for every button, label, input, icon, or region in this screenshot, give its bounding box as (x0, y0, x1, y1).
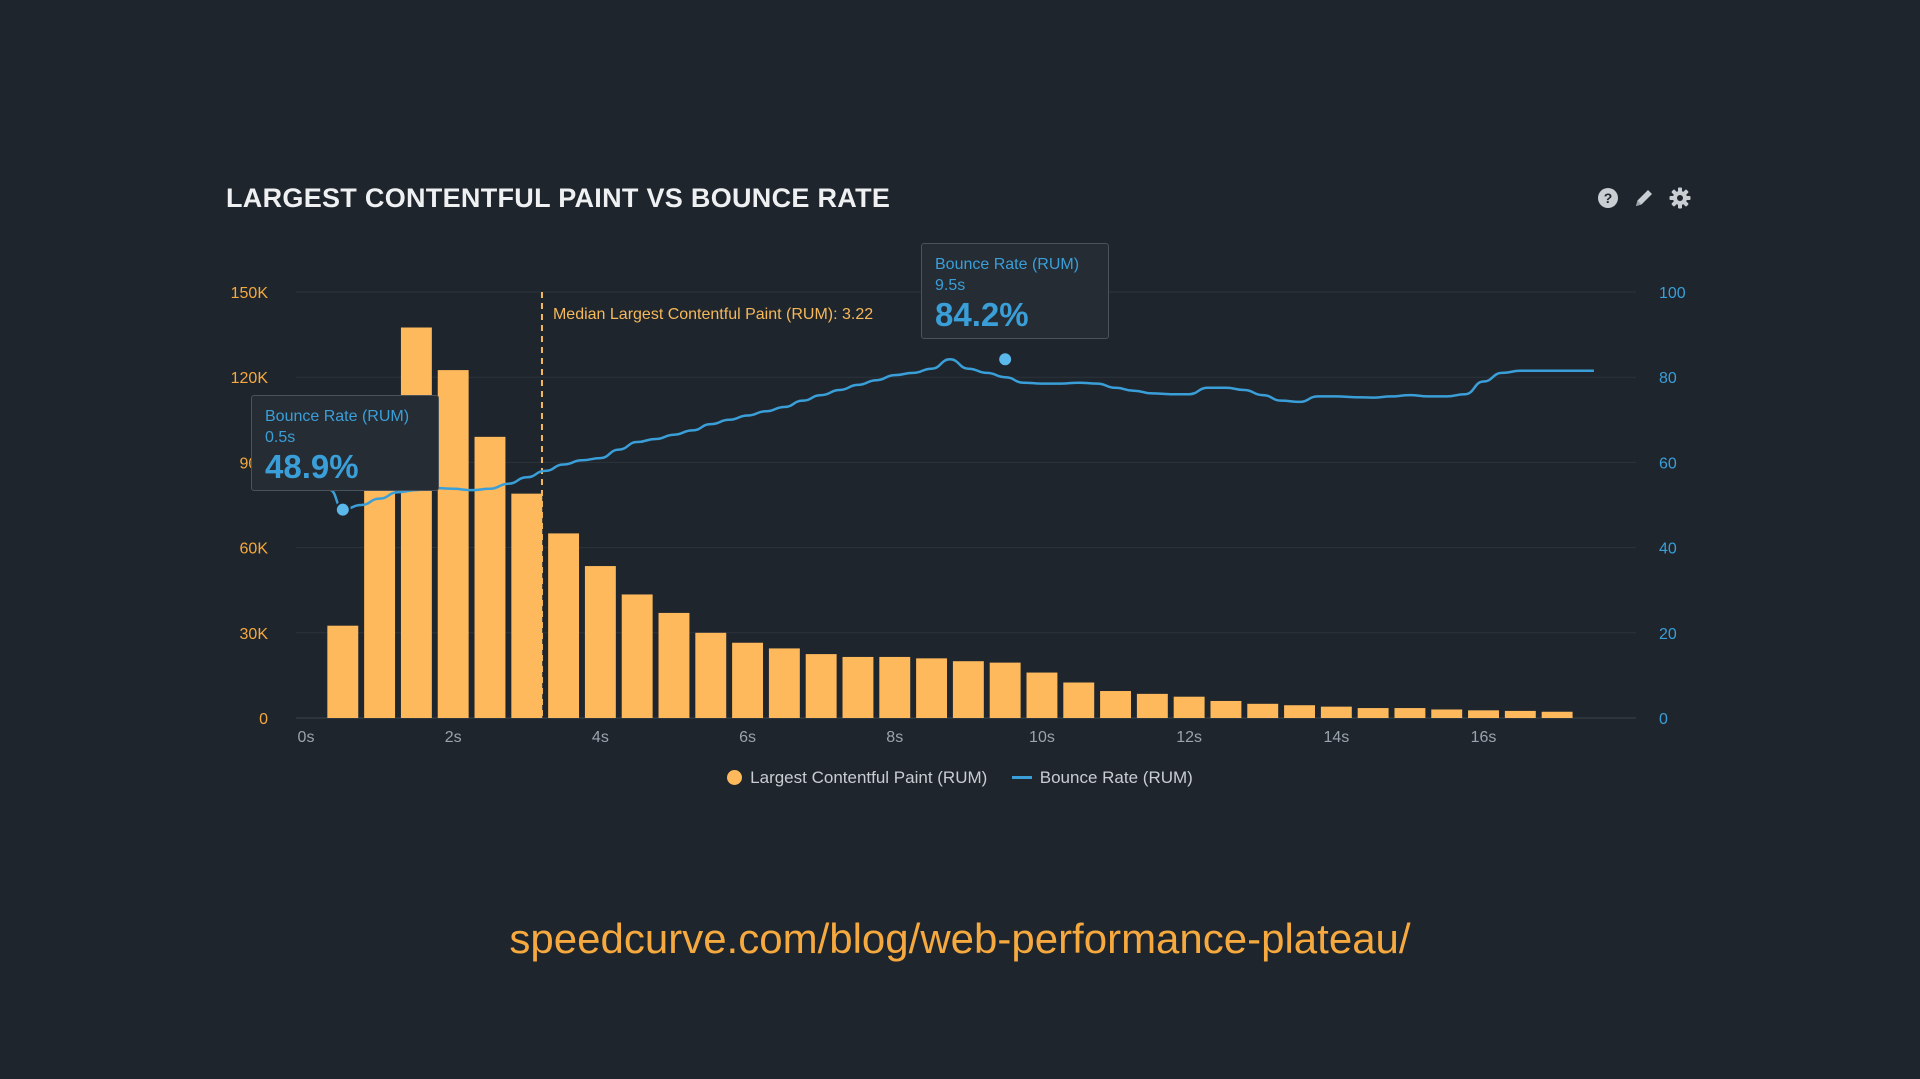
bar (768, 648, 800, 718)
legend-item-bounce[interactable]: Bounce Rate (RUM) (1011, 768, 1193, 788)
bar (695, 632, 727, 718)
help-icon[interactable]: ? (1596, 186, 1620, 210)
tooltip-peak: Bounce Rate (RUM) 9.5s 84.2% (921, 243, 1109, 339)
bar (1504, 710, 1536, 718)
bar (916, 658, 948, 718)
y-left-tick-label: 150K (231, 285, 269, 302)
tooltip-x-value: 0.5s (265, 429, 296, 446)
bar (989, 662, 1021, 718)
bar (732, 642, 764, 718)
bar (805, 654, 837, 718)
y-left-tick-label: 30K (240, 626, 269, 643)
x-tick-label: 0s (298, 729, 315, 746)
bar (437, 370, 469, 718)
svg-text:?: ? (1604, 190, 1613, 206)
gear-icon[interactable] (1668, 186, 1692, 210)
chart-legend: Largest Contentful Paint (RUM) Bounce Ra… (0, 768, 1920, 788)
bar (584, 566, 616, 718)
tooltip-series-label: Bounce Rate (RUM) (935, 256, 1080, 273)
bar (511, 493, 543, 718)
x-tick-label: 8s (886, 729, 903, 746)
bar (658, 612, 690, 718)
bar (1541, 711, 1573, 718)
tooltip-y-value: 48.9% (265, 448, 359, 485)
highlight-point (334, 501, 351, 518)
y-left-tick-label: 0 (259, 711, 268, 728)
x-tick-label: 10s (1029, 729, 1055, 746)
highlight-point (997, 351, 1014, 368)
bar (548, 533, 580, 718)
bar (1357, 708, 1389, 718)
x-tick-label: 4s (592, 729, 609, 746)
tooltip-left: Bounce Rate (RUM) 0.5s 48.9% (251, 395, 439, 491)
bar (1394, 708, 1426, 718)
x-tick-label: 12s (1176, 729, 1202, 746)
pencil-icon[interactable] (1632, 186, 1656, 210)
x-tick-label: 16s (1471, 729, 1497, 746)
bar (1210, 700, 1242, 718)
bar (1136, 693, 1168, 718)
bar (474, 436, 506, 718)
footer-url[interactable]: speedcurve.com/blog/web-performance-plat… (509, 915, 1411, 962)
legend-swatch-dot (727, 770, 743, 785)
legend-swatch-line (1011, 776, 1032, 779)
tooltip-x-value: 9.5s (935, 277, 966, 294)
y-right-tick-label: 100 (1659, 285, 1686, 302)
bar (1247, 703, 1279, 718)
bounce-rate-line (329, 358, 1594, 511)
tooltip-series-label: Bounce Rate (RUM) (265, 408, 410, 425)
x-tick-label: 2s (445, 729, 462, 746)
bar (1468, 710, 1499, 718)
y-right-tick-label: 80 (1659, 370, 1677, 387)
x-tick-label: 6s (739, 729, 756, 746)
y-left-tick-label: 60K (240, 541, 269, 558)
y-right-tick-label: 40 (1659, 541, 1677, 558)
y-left-tick-label: 120K (231, 370, 269, 387)
tooltip-y-value: 84.2% (935, 296, 1029, 333)
legend-item-lcp[interactable]: Largest Contentful Paint (RUM) (727, 768, 987, 788)
median-label: Median Largest Contentful Paint (RUM): 3… (553, 306, 873, 323)
bar (1063, 682, 1095, 718)
y-right-tick-label: 60 (1659, 455, 1677, 472)
bar (1320, 706, 1352, 718)
x-tick-label: 14s (1323, 729, 1349, 746)
bar (1100, 691, 1132, 718)
bar (327, 625, 359, 718)
bar (621, 594, 653, 718)
bar (952, 661, 984, 718)
legend-label-lcp: Largest Contentful Paint (RUM) (750, 768, 988, 787)
bar (879, 656, 911, 718)
chart-title: LARGEST CONTENTFUL PAINT VS BOUNCE RATE (226, 183, 891, 213)
bar (400, 327, 432, 718)
bar (1173, 696, 1205, 718)
y-right-tick-label: 0 (1659, 711, 1668, 728)
legend-label-bounce: Bounce Rate (RUM) (1039, 768, 1193, 787)
bar (1284, 705, 1315, 718)
bar (842, 656, 874, 718)
bar (1431, 709, 1463, 718)
y-right-tick-label: 20 (1659, 626, 1677, 643)
bar (1026, 672, 1058, 718)
